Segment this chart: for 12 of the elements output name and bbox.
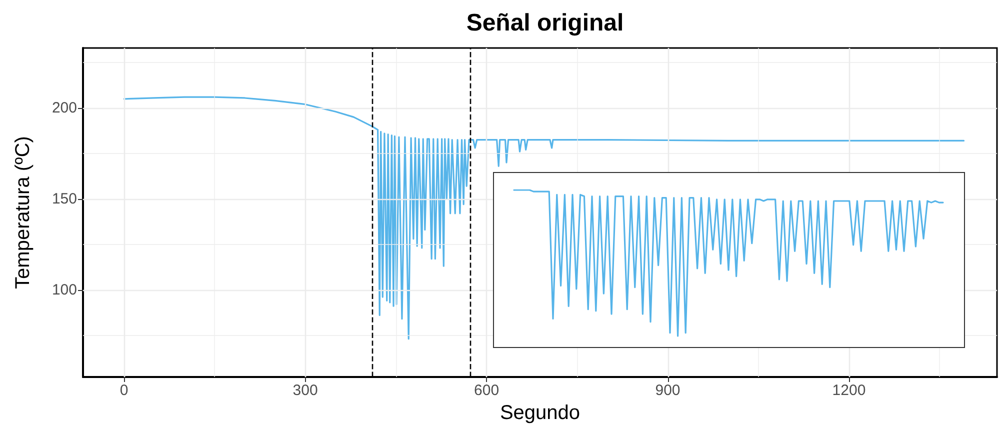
y-axis-title: Temperatura (ºC)	[12, 136, 34, 289]
line-series	[123, 96, 965, 340]
x-tick-label: 1200	[832, 382, 866, 399]
x-tick-label: 300	[292, 382, 318, 399]
y-tick-label: 200	[52, 99, 77, 116]
chart-title: Señal original	[466, 10, 624, 36]
x-tick-label: 0	[120, 382, 128, 399]
x-axis-title: Segundo	[500, 402, 580, 424]
y-tick-label: 100	[52, 281, 77, 298]
y-tick-label: 150	[52, 190, 77, 208]
x-tick-label: 900	[655, 382, 680, 399]
x-tick-label: 600	[474, 382, 500, 399]
